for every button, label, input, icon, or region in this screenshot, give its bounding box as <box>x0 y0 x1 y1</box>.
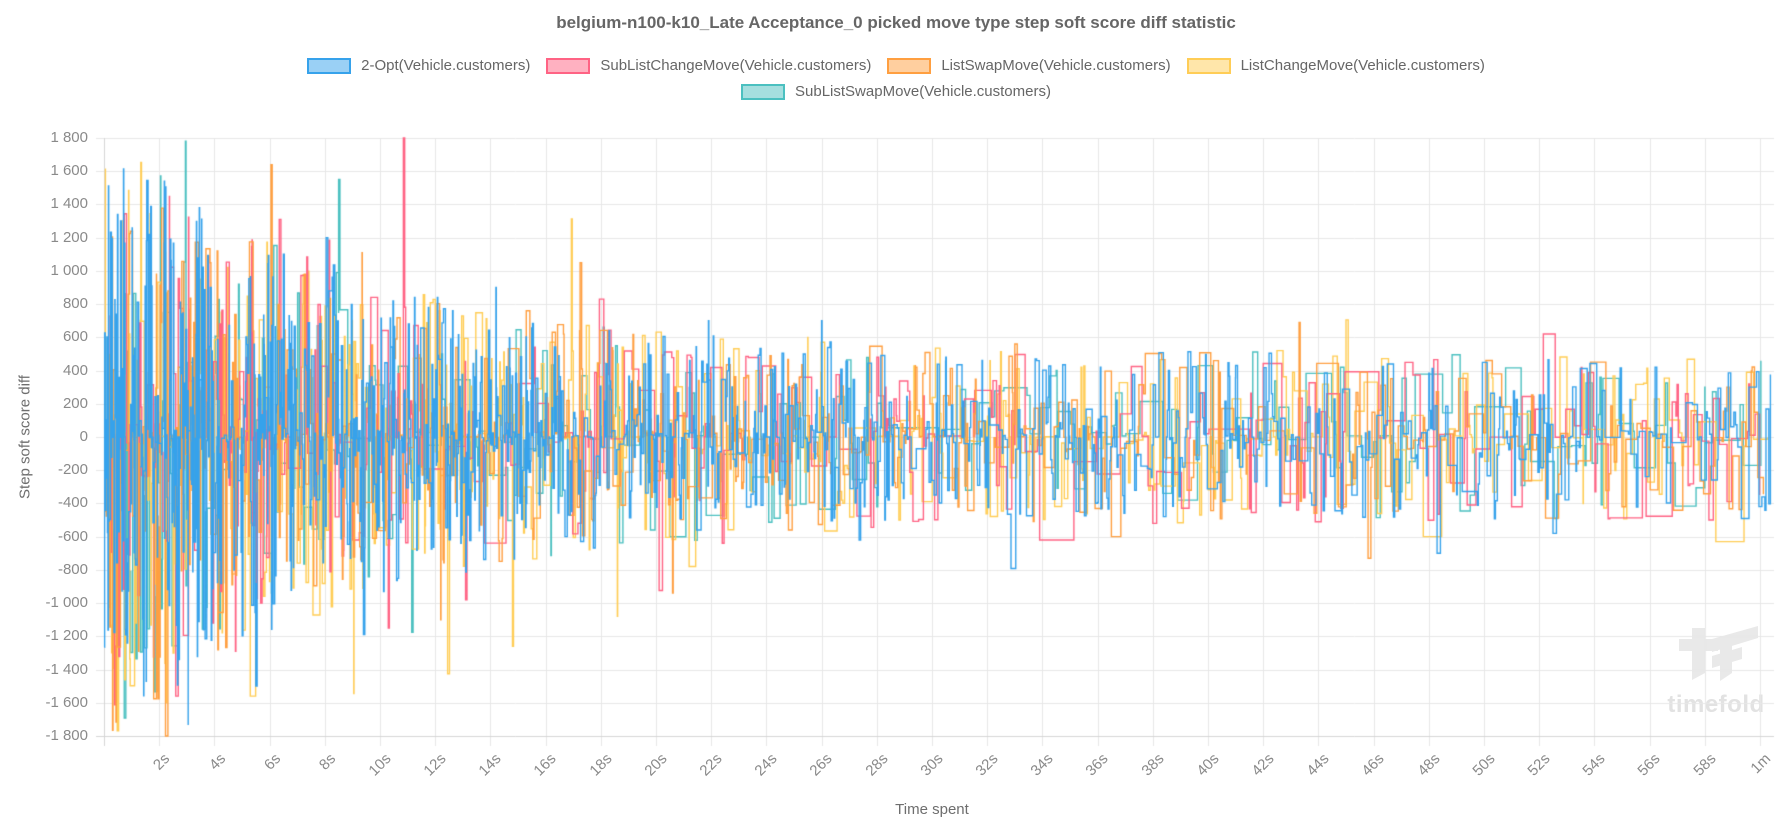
y-tick-label: 400 <box>62 361 88 379</box>
y-tick-label: -400 <box>57 494 88 512</box>
y-tick-label: 1 200 <box>50 228 88 246</box>
y-tick-label: -600 <box>57 527 88 545</box>
legend-item-2opt[interactable]: 2-Opt(Vehicle.customers) <box>307 57 530 74</box>
legend-swatch-listchangemove <box>1186 57 1231 74</box>
legend-item-listswapmove[interactable]: ListSwapMove(Vehicle.customers) <box>887 57 1171 74</box>
y-tick-label: 1 000 <box>50 261 88 279</box>
legend-swatch-sublistchangemove <box>546 57 591 74</box>
x-axis-title: Time spent <box>895 801 969 818</box>
y-tick-label: 1 600 <box>50 162 88 180</box>
legend-label: ListChangeMove(Vehicle.customers) <box>1240 57 1485 74</box>
legend-swatch-2opt <box>307 57 352 74</box>
y-tick-label: -200 <box>57 461 88 479</box>
legend-label: SubListChangeMove(Vehicle.customers) <box>600 57 872 74</box>
y-tick-label: 0 <box>79 428 88 445</box>
legend-label: 2-Opt(Vehicle.customers) <box>361 57 531 74</box>
legend-swatch-sublistswapmove <box>741 83 786 100</box>
y-tick-label: 200 <box>62 394 88 412</box>
legend-item-listchangemove[interactable]: ListChangeMove(Vehicle.customers) <box>1186 57 1485 74</box>
legend-label: SubListSwapMove(Vehicle.customers) <box>795 83 1051 100</box>
legend-swatch-listswapmove <box>887 57 932 74</box>
y-axis-title: Step soft score diff <box>16 375 34 499</box>
legend: 2-Opt(Vehicle.customers) SubListChangeMo… <box>0 57 1792 100</box>
y-tick-label: -800 <box>57 560 88 578</box>
legend-item-sublistchangemove[interactable]: SubListChangeMove(Vehicle.customers) <box>546 57 871 74</box>
y-tick-label: -1 200 <box>45 627 88 645</box>
y-tick-label: 600 <box>62 328 88 346</box>
legend-item-sublistswapmove[interactable]: SubListSwapMove(Vehicle.customers) <box>741 83 1051 100</box>
y-tick-label: 1 800 <box>50 129 88 146</box>
y-tick-label: -1 400 <box>45 660 88 678</box>
chart-title: belgium-n100-k10_Late Acceptance_0 picke… <box>556 13 1236 32</box>
y-tick-label: 800 <box>62 295 88 313</box>
legend-row-2: SubListSwapMove(Vehicle.customers) <box>741 83 1051 100</box>
legend-label: ListSwapMove(Vehicle.customers) <box>941 57 1171 74</box>
y-tick-label: -1 800 <box>45 727 88 744</box>
y-tick-label: -1 600 <box>45 693 88 711</box>
y-tick-label: 1 400 <box>50 195 88 213</box>
y-tick-label: -1 000 <box>45 594 88 612</box>
legend-row-1: 2-Opt(Vehicle.customers) SubListChangeMo… <box>307 57 1485 74</box>
